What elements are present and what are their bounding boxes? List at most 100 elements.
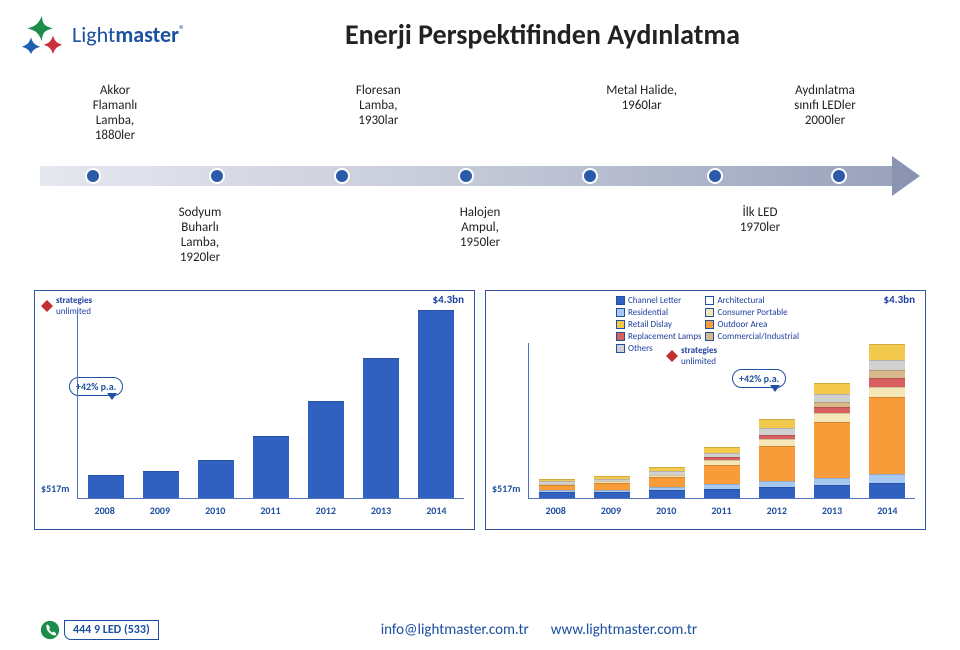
bar-segment [869, 378, 905, 387]
legend-label: Residential [628, 307, 668, 318]
bar-segment [759, 487, 795, 498]
bar-segment [869, 344, 905, 360]
bar [88, 475, 124, 498]
bar-segment [143, 471, 179, 497]
bar-segment [814, 394, 850, 402]
legend-item: Commercial/Industrial [705, 331, 799, 342]
bar-segment [539, 492, 575, 497]
y-max-label: $4.3bn [433, 293, 464, 306]
legend-label: Commercial/Industrial [717, 331, 799, 342]
legend-item: Channel Letter [616, 295, 701, 306]
x-tick-label: 2012 [757, 504, 797, 517]
chart-left: strategiesunlimited $4.3bn +42% p.a. $51… [34, 290, 475, 530]
x-tick-label: 2013 [361, 504, 401, 517]
bar-column [757, 419, 797, 498]
footer: 444 9 LED (533) info@lightmaster.com.tr … [0, 620, 960, 640]
page-title: Enerji Perspektifinden Aydınlatma [145, 17, 940, 52]
chart-right: Channel LetterResidentialRetail DislayRe… [485, 290, 926, 530]
bar-segment [869, 483, 905, 497]
bar-column [361, 358, 401, 498]
bar-segment [594, 492, 630, 498]
header: Lightmaster® Enerji Perspektifinden Aydı… [0, 0, 960, 64]
x-tick-label: 2009 [140, 504, 180, 517]
x-tick-label: 2008 [536, 504, 576, 517]
x-tick-label: 2011 [701, 504, 741, 517]
legend-swatch [705, 296, 714, 305]
bar-segment [418, 310, 454, 498]
timeline-dot [582, 168, 598, 184]
x-tick-label: 2009 [591, 504, 631, 517]
timeline-dot [209, 168, 225, 184]
bar-segment [814, 478, 850, 485]
timeline-dots [40, 168, 892, 184]
bar-area [77, 309, 464, 499]
timeline-item: SodyumBuharlıLamba,1920ler [130, 206, 270, 266]
timeline-dot [334, 168, 350, 184]
bar [814, 383, 850, 498]
x-tick-label: 2012 [306, 504, 346, 517]
bar-segment [363, 358, 399, 498]
x-tick-label: 2010 [195, 504, 235, 517]
bar-column [592, 476, 632, 497]
bar [363, 358, 399, 498]
bar-segment [649, 490, 685, 497]
x-tick-label: 2014 [416, 504, 456, 517]
bar-column [306, 401, 346, 497]
legend-item: Consumer Portable [705, 307, 799, 318]
legend-swatch [616, 332, 625, 341]
y-max-label: $4.3bn [884, 293, 915, 306]
legend-swatch [616, 308, 625, 317]
bar-segment [814, 413, 850, 422]
x-tick-label: 2008 [85, 504, 125, 517]
legend-item: Retail Dislay [616, 319, 701, 330]
bar-segment [253, 436, 289, 497]
x-tick-label: 2013 [812, 504, 852, 517]
bar-column [251, 436, 291, 497]
bar [704, 447, 740, 497]
legend-item: Outdoor Area [705, 319, 799, 330]
bar [253, 436, 289, 497]
footer-email: info@lightmaster.com.tr [381, 621, 529, 639]
bar-column [702, 447, 742, 497]
legend-label: Architectural [717, 295, 764, 306]
bar [594, 476, 630, 497]
legend-item: Replacement Lamps [616, 331, 701, 342]
x-tick-label: 2010 [646, 504, 686, 517]
timeline-dot [85, 168, 101, 184]
legend-label: Channel Letter [628, 295, 681, 306]
timeline-bottom-labels: SodyumBuharlıLamba,1920ler HalojenAmpul,… [40, 206, 920, 266]
bar-column [86, 475, 126, 498]
timeline-dot [831, 168, 847, 184]
legend-label: Consumer Portable [717, 307, 787, 318]
bar [869, 344, 905, 498]
x-tick-label: 2011 [250, 504, 290, 517]
bar-area [528, 343, 915, 499]
bar-segment [308, 401, 344, 497]
bar-segment [704, 489, 740, 498]
legend-swatch [616, 296, 625, 305]
bar-segment [759, 446, 795, 482]
legend-swatch [705, 308, 714, 317]
legend-label: Retail Dislay [628, 319, 672, 330]
bar [198, 460, 234, 497]
y-min-label: $517m [492, 482, 520, 495]
timeline-item: AkkorFlamanlıLamba,1880ler [60, 84, 170, 144]
bar-segment [869, 370, 905, 377]
footer-web: www.lightmaster.com.tr [551, 621, 697, 639]
timeline-dot [707, 168, 723, 184]
bar-segment [814, 383, 850, 394]
x-tick-label: 2014 [867, 504, 907, 517]
bar-segment [198, 460, 234, 497]
phone-badge: 444 9 LED (533) [40, 620, 159, 640]
bar-segment [869, 397, 905, 474]
bar [418, 310, 454, 498]
bar-column [141, 471, 181, 497]
bar [649, 467, 685, 497]
bar-segment [649, 477, 685, 487]
timeline-dot [458, 168, 474, 184]
charts-row: strategiesunlimited $4.3bn +42% p.a. $51… [0, 276, 960, 530]
y-min-label: $517m [41, 482, 69, 495]
timeline-top-labels: AkkorFlamanlıLamba,1880ler FloresanLamba… [40, 84, 920, 144]
timeline-item: HalojenAmpul,1950ler [410, 206, 550, 266]
x-labels: 2008 2009 2010 2011 2012 2013 2014 [528, 504, 915, 517]
